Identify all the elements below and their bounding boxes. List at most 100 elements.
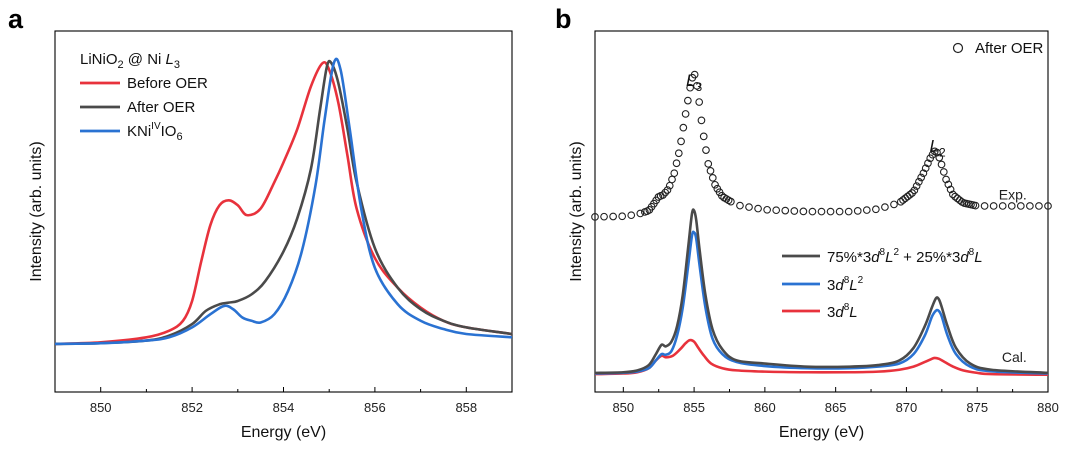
x-tick-label: 865	[825, 400, 847, 415]
calc-line-0	[594, 208, 1049, 375]
exp-point	[935, 153, 944, 162]
plot-frame	[594, 30, 1049, 393]
exp-point	[609, 212, 617, 221]
exp-point	[686, 83, 694, 92]
exp-point	[881, 203, 889, 211]
exp-point	[939, 168, 948, 176]
exp-point	[917, 173, 926, 182]
exp-point	[600, 212, 608, 221]
exp-point	[763, 205, 771, 214]
legend-label: After OER	[127, 99, 196, 116]
exp-point	[946, 185, 955, 194]
exp-point	[808, 207, 817, 216]
exp-point	[1007, 202, 1016, 210]
exp-point	[711, 180, 719, 189]
series-line-kniivio6	[54, 57, 513, 346]
exp-point	[754, 204, 762, 213]
x-tick-label: 852	[181, 400, 203, 415]
exp-point	[781, 206, 790, 215]
exp-point	[1026, 202, 1034, 210]
exp-point	[668, 175, 676, 184]
exp-point	[695, 98, 704, 106]
exp-point	[872, 205, 880, 214]
x-tick-label: 856	[364, 400, 386, 415]
x-tick-label: 855	[683, 400, 705, 415]
exp-point	[699, 132, 708, 141]
exp-point	[890, 200, 898, 209]
exp-point	[844, 207, 853, 216]
exp-point	[708, 173, 717, 182]
series-line-before-oer	[54, 60, 513, 346]
legend-title: LiNiO2 @ Ni L3	[80, 51, 180, 71]
y-axis-label: Intensity (arb. units)	[568, 141, 585, 282]
calc-legend-label: 3d8L	[827, 302, 858, 321]
annotation-l2: L2	[930, 136, 946, 159]
exp-point	[942, 175, 950, 184]
exp-point	[745, 203, 753, 211]
exp-point	[674, 149, 683, 158]
exp-series-markers	[591, 70, 1052, 221]
x-tick-label: 850	[612, 400, 634, 415]
exp-point	[980, 202, 989, 210]
exp-point	[915, 177, 923, 186]
exp-point	[697, 116, 706, 125]
exp-point	[591, 213, 599, 221]
exp-point	[677, 137, 685, 146]
x-axis-label: Energy (eV)	[241, 424, 326, 441]
calc-line-2	[594, 338, 1049, 377]
exp-point	[835, 207, 844, 216]
exp-point	[679, 123, 688, 132]
legend-label: Before OER	[127, 75, 208, 92]
exp-point	[971, 201, 980, 210]
series-line-after-oer	[54, 59, 513, 346]
x-tick-label: 870	[896, 400, 918, 415]
x-tick-label: 850	[90, 400, 112, 415]
calc-legend-label: 3d8L2	[827, 275, 864, 294]
x-axis-label: Energy (eV)	[779, 424, 864, 441]
exp-point	[1035, 202, 1043, 210]
x-tick-label: 854	[273, 400, 295, 415]
exp-point	[862, 206, 871, 214]
exp-point	[905, 190, 914, 199]
exp-point	[826, 207, 835, 216]
exp-point	[989, 202, 998, 210]
exp-point	[817, 207, 826, 216]
x-tick-label: 875	[966, 400, 988, 415]
exp-point	[704, 159, 713, 168]
exp-point	[727, 197, 735, 206]
exp-point	[702, 146, 710, 154]
exp-point	[736, 201, 744, 210]
exp-point	[919, 169, 928, 178]
exp-point	[853, 207, 862, 215]
exp-point	[659, 191, 667, 199]
annotation-cal: Cal.	[1002, 349, 1027, 365]
legend-label: KNiIVIO6	[127, 121, 183, 143]
panel-letter-b: b	[555, 4, 572, 34]
exp-point	[921, 164, 930, 173]
calc-legend-label: 75%*3d8L2 + 25%*3d8L	[827, 247, 983, 266]
exp-point	[618, 212, 627, 221]
exp-point	[799, 207, 808, 216]
exp-point	[672, 159, 681, 168]
annotation-exp: Exp.	[999, 187, 1027, 203]
exp-legend-marker	[952, 42, 964, 54]
exp-point	[693, 81, 701, 90]
exp-point	[706, 166, 715, 175]
x-tick-label: 880	[1037, 400, 1059, 415]
exp-point	[681, 110, 690, 118]
panel-a: a 850 852 854 856 858 Energy (eV) Intensity (ar…	[8, 4, 513, 441]
exp-point	[627, 211, 636, 220]
exp-point	[912, 182, 921, 190]
exp-point	[998, 202, 1007, 210]
exp-point	[636, 209, 645, 218]
annotation-l3: L3	[686, 71, 702, 94]
exp-point	[924, 159, 932, 168]
exp-point	[690, 70, 699, 79]
exp-legend-label: After OER	[975, 40, 1044, 57]
exp-point	[670, 169, 679, 178]
exp-point	[933, 148, 941, 157]
x-tick-label: 858	[455, 400, 477, 415]
exp-point	[949, 190, 957, 199]
exp-point	[1044, 202, 1052, 210]
